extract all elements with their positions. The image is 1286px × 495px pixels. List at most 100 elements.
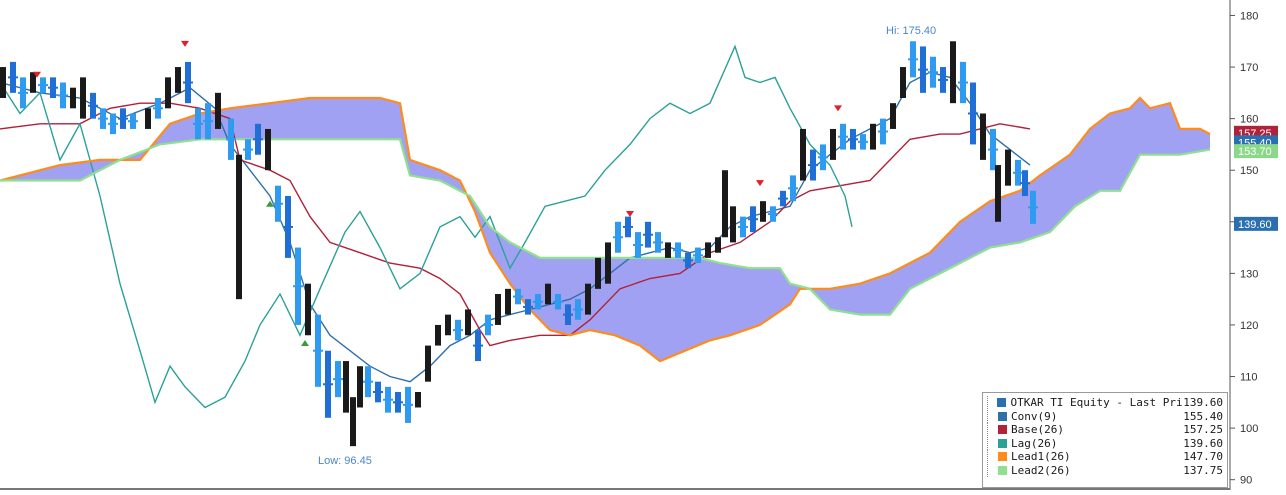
value-tag-label: 139.60 [1238,219,1272,231]
y-tick-label: 160 [1240,114,1258,126]
kumo-cloud [0,98,1210,362]
price-bar-tick [563,313,573,316]
legend-item: Lead2(26) 137.75 [987,463,1223,478]
price-bar-tick [533,300,543,303]
y-tick-label: 130 [1240,268,1258,280]
y-tick-label: 110 [1240,372,1258,384]
price-bar-tick [818,156,828,159]
price-bar [445,314,451,336]
price-bar-tick [523,305,533,308]
series-lag-26-line [0,44,853,409]
price-bar-tick [938,78,948,81]
price-bar [305,283,311,336]
legend-tree-connector [987,396,995,410]
price-bar-tick [128,120,138,123]
legend-series-value: 155.40 [1183,409,1223,423]
legend-series-name: Lead2(26) [1011,463,1071,477]
legend-swatch [998,452,1007,462]
price-bar [343,361,349,413]
price-bar-tick [613,236,623,239]
legend-swatch [998,411,1007,421]
price-bar-tick [988,148,998,151]
price-bar-tick [403,403,413,406]
price-bar-tick [928,71,938,74]
price-bar [545,283,551,305]
legend-tree-connector [987,436,996,450]
legend-series-name: Lag(26) [1011,436,1058,450]
sell-signal-marker [626,211,634,218]
low-annotation: Low: 96.45 [318,455,372,467]
price-bar [495,294,501,325]
price-bar-tick [958,81,968,84]
buy-signal-marker [266,200,274,207]
price-bar [350,397,356,447]
price-bar [722,170,728,238]
price-bar [870,123,876,150]
price-bar [165,77,171,109]
y-tick-label: 120 [1240,320,1258,332]
price-bar-tick [858,140,868,143]
y-tick-label: 170 [1240,62,1258,74]
price-bar [730,206,736,243]
y-axis: 90100110120130140150160170180 [0,0,1258,490]
price-bar-tick [253,138,263,141]
price-bar-tick [643,233,653,236]
legend-series-name: Base(26) [1011,423,1064,437]
price-bar-tick [373,391,383,393]
price-bar-tick [226,138,236,141]
price-bar-tick [323,383,333,386]
chart-legend: OTKAR TI Equity - Last Price 139.60 Conv(9… [982,392,1228,488]
price-bar [465,309,471,336]
price-bar [800,128,806,181]
price-bar-tick [48,86,58,89]
value-tag-bg [1234,144,1278,159]
legend-series-value: 139.60 [1183,436,1223,450]
price-bar-tick [183,81,193,84]
price-bar [890,103,896,129]
series-lead1-26-line [0,96,1211,363]
legend-swatch [998,425,1007,435]
price-bar-tick [393,401,403,404]
price-bar-tick [243,148,253,151]
price-bar-tick [673,249,683,252]
price-bar [70,87,76,109]
price-bar [30,72,36,93]
price-bar-tick [808,164,818,167]
price-bar [175,67,181,93]
price-bar-tick [748,218,758,221]
price-bar-tick [38,84,48,87]
price-bar [505,288,511,315]
price-bar-tick [683,259,693,262]
value-tag-label: 153.70 [1238,146,1272,158]
price-bar-tick [633,244,643,246]
legend-item: OTKAR TI Equity - Last Price 139.60 [987,396,1223,410]
price-bar-tick [108,122,118,125]
price-bar-tick [738,225,748,228]
price-bar-tick [293,285,303,288]
legend-swatch [998,465,1007,475]
price-bar [995,165,1001,222]
sell-signal-marker [756,180,764,187]
legend-series-value: 137.75 [1183,463,1223,477]
series-lead2-26-line [0,138,1211,316]
price-bar-tick [118,117,128,120]
price-bar-tick [1020,182,1030,185]
legend-item: Conv(9) 155.40 [987,409,1223,424]
price-bar [705,242,711,258]
price-bar [215,92,221,129]
price-bar-tick [18,91,28,94]
legend-series-name: Conv(9) [1011,409,1058,423]
cloud-fill [0,98,1210,362]
price-bar [595,257,601,289]
price-bar-tick [203,120,213,123]
price-bar-tick [908,58,918,61]
legend-tree-connector [987,450,996,464]
series-conv-9-line [0,71,1031,383]
price-bar [950,41,956,104]
price-bar-tick [453,329,463,332]
price-bar [585,283,591,315]
price-bar-tick [273,202,283,205]
price-bar-tick [968,112,978,115]
